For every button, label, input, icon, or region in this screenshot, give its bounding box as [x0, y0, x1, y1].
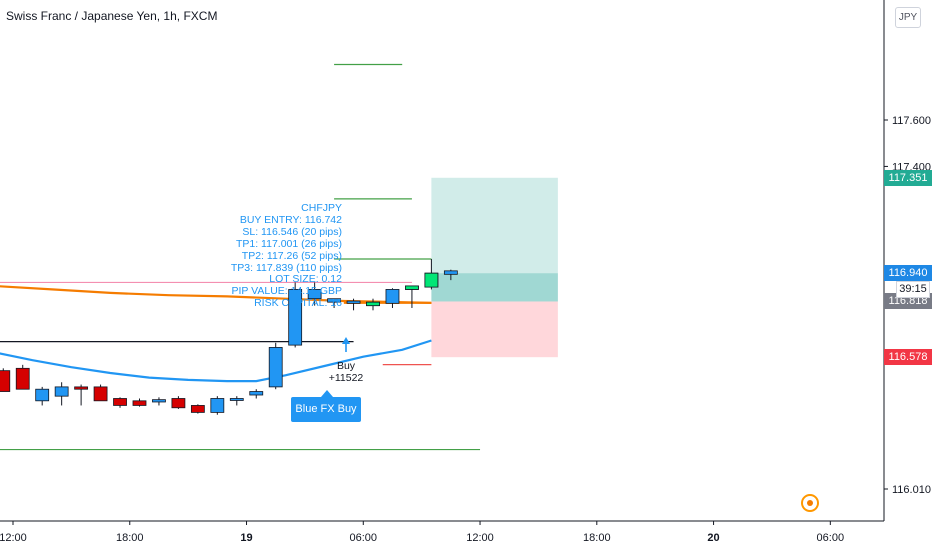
info-line: LOT SIZE: 0.12 — [269, 273, 342, 286]
price-tick-label: 117.600 — [892, 115, 931, 127]
time-tick-label: 18:00 — [583, 532, 611, 544]
time-tick-label: 12:00 — [0, 532, 27, 544]
candle-body — [152, 399, 166, 403]
candle-body — [190, 405, 205, 413]
price-tag: 116.940 — [884, 265, 932, 282]
candle-body — [288, 289, 303, 346]
currency-button[interactable]: JPY — [895, 7, 921, 28]
profit-zone — [431, 273, 558, 302]
candle-body — [171, 398, 186, 409]
candle-body — [307, 289, 322, 300]
candle-body — [385, 289, 400, 304]
signal-candle — [424, 272, 439, 288]
candle-body — [346, 300, 361, 304]
candle-body — [268, 347, 283, 388]
time-tick-label: 19 — [240, 532, 252, 544]
info-line: CHFJPY — [301, 202, 342, 214]
buy-signal-label: Buy +11522 — [328, 360, 364, 384]
candle-body — [35, 388, 50, 402]
candle-body — [15, 367, 30, 390]
signal-candle — [366, 301, 380, 307]
candle-body — [210, 398, 225, 413]
time-tick-label: 06:00 — [817, 532, 845, 544]
blue-moving-average — [0, 339, 432, 383]
chart-title: Swiss Franc / Japanese Yen, 1h, FXCM — [6, 9, 218, 23]
buy-signal-profit: +11522 — [328, 372, 364, 384]
candle-body — [327, 298, 341, 303]
time-tick-label: 20 — [707, 532, 719, 544]
info-line: PIP VALUE: 14.15 GBP — [231, 285, 342, 298]
bar-countdown: 39:15 — [896, 281, 930, 298]
candle-body — [229, 398, 244, 401]
signal-pointer-icon — [321, 390, 333, 397]
candle-body — [74, 386, 89, 390]
info-line: TP3: 117.839 (110 pips) — [230, 261, 342, 274]
buy-signal-text: Buy — [336, 360, 356, 372]
candle-body — [443, 270, 458, 275]
replay-icon[interactable] — [801, 494, 819, 512]
candle-body — [93, 386, 108, 402]
info-line: BUY ENTRY: 116.742 — [239, 213, 342, 226]
info-line: TP2: 117.26 (52 pips) — [241, 249, 342, 262]
price-tag: 116.578 — [884, 349, 932, 366]
candle-body — [132, 400, 147, 406]
info-line: TP1: 117.001 (26 pips) — [235, 237, 342, 250]
info-line: RISK CAPITAL: 16 — [254, 297, 342, 310]
signal-candle — [405, 285, 419, 290]
buy-arrowhead-icon — [342, 337, 350, 344]
orange-moving-average — [0, 285, 432, 304]
trade-info-box: CHFJPY BUY ENTRY: 116.742 SL: 116.546 (20 … — [160, 202, 342, 310]
time-tick-label: 12:00 — [466, 532, 494, 544]
price-tag: 117.351 — [884, 169, 932, 186]
candle-body — [54, 386, 69, 397]
time-tick-label: 06:00 — [350, 532, 378, 544]
info-line: SL: 116.546 (20 pips) — [242, 225, 342, 238]
candle-body — [249, 391, 264, 396]
blue-fx-buy-button[interactable]: Blue FX Buy — [291, 397, 361, 422]
price-tick-label: 116.010 — [892, 484, 931, 496]
candle-body — [113, 398, 127, 406]
stop-zone — [431, 301, 558, 358]
time-tick-label: 18:00 — [116, 532, 144, 544]
target-zone — [431, 177, 558, 274]
candle-body — [0, 370, 11, 392]
